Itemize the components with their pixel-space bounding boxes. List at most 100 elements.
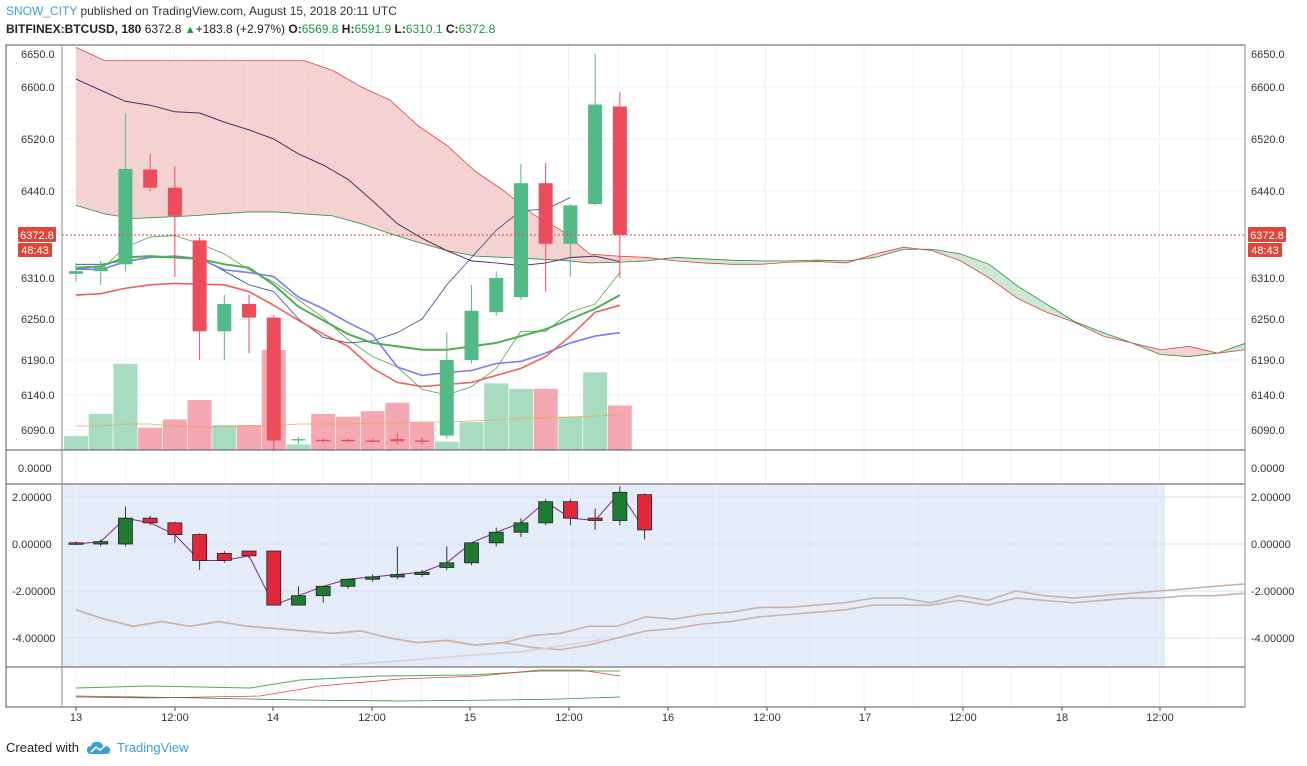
high-value: 6591.9 [354, 22, 392, 36]
bottom-pane [75, 669, 621, 702]
price-tick-label-left: 6520.0 [21, 134, 55, 146]
cloud-segment [989, 264, 1018, 299]
symbol-label[interactable]: BITFINEX:BTCUSD, 180 [6, 22, 142, 36]
candle-body [588, 104, 603, 205]
last-price: 6372.8 [144, 22, 182, 36]
candle-body [316, 439, 331, 442]
axes: 6650.0 6650.0 6600.0 6600.0 6520.0 6520.0 6440… [12, 49, 1294, 724]
volume-bar [286, 444, 311, 450]
bottom-red-line [75, 669, 621, 699]
candle-body [192, 240, 207, 332]
price-pane [62, 47, 1245, 450]
oscillator-candle [488, 531, 504, 544]
bottom-green-line [75, 670, 620, 689]
footer: Created with TradingView [6, 740, 189, 755]
tradingview-brand-link[interactable]: TradingView [116, 740, 189, 755]
oscillator-candle [241, 550, 257, 557]
candle-body [489, 278, 504, 313]
x-tick-label: 14 [267, 712, 279, 724]
candle-body [464, 310, 479, 360]
candle-body [143, 169, 158, 188]
volume-bar [410, 422, 435, 450]
author-name[interactable]: SNOW_CITY [6, 4, 78, 18]
price-tick-label-left: 6310.0 [21, 273, 55, 285]
oscillator-tick-label-left: -2.00000 [12, 586, 55, 598]
countdown-tag-left [18, 243, 52, 257]
volume-bar [311, 413, 336, 450]
candle-body [167, 187, 182, 216]
volume-bar [88, 413, 113, 450]
oscillator-tick-label-left: 2.00000 [12, 492, 52, 504]
oscillator-candle [439, 562, 455, 568]
price-tick-label-left: 6650.0 [21, 49, 55, 61]
open-label: O: [288, 22, 302, 36]
open-value: 6569.8 [301, 22, 339, 36]
x-tick-label: 15 [464, 712, 476, 724]
cloud-segment [1017, 286, 1047, 313]
x-tick-label: 12:00 [161, 712, 189, 724]
volume-bar [508, 388, 533, 450]
countdown-tag-right [1248, 243, 1282, 257]
oscillator-tick-label-right: -2.00000 [1251, 586, 1294, 598]
oscillator-candle [365, 576, 381, 580]
close-value: 6372.8 [458, 22, 496, 36]
bottom-green-line-2 [75, 695, 621, 702]
cloud-segment [275, 60, 305, 214]
oscillator-tick-label-right: 2.00000 [1251, 492, 1291, 504]
oscillator-candle [68, 542, 84, 545]
cloud-segment [161, 60, 191, 218]
cloud-segment [218, 60, 248, 214]
senkou-span-b-line [75, 47, 1245, 354]
candle-body [93, 267, 108, 272]
oscillator-tick-label-right: -4.00000 [1251, 633, 1294, 645]
cloud-segment [133, 60, 162, 219]
cloud-segment [475, 171, 505, 258]
volume-bar [558, 416, 583, 450]
price-change: +183.8 (+2.97%) [195, 22, 286, 36]
price-chart[interactable]: 6650.0 6650.0 6600.0 6600.0 6520.0 6520.0 6440… [0, 40, 1307, 730]
x-tick-label: 12:00 [753, 712, 781, 724]
oscillator-candle [389, 574, 405, 578]
cloud-segment [446, 145, 476, 257]
oscillator-candle [266, 550, 282, 606]
last-price-tag-left [18, 227, 56, 242]
price-tick-label-left: 6190.0 [21, 355, 55, 367]
x-tick-label: 16 [662, 712, 674, 724]
oscillator-candle [340, 578, 356, 587]
cloud-segment [732, 260, 761, 265]
candle-body [439, 360, 454, 436]
oscillator-candle [637, 494, 652, 531]
separator-tick-label-right: 0.0000 [1251, 463, 1285, 475]
volume-bar [162, 419, 187, 450]
cloud-segment [76, 47, 105, 214]
price-tick-label-left: 6250.0 [21, 314, 55, 326]
volume-bar [607, 405, 632, 450]
price-tick-label-left: 6440.0 [21, 186, 55, 198]
x-tick-label: 12:00 [358, 712, 386, 724]
volume-bar [583, 372, 608, 450]
oscillator-candle [192, 534, 208, 561]
candle-body [291, 439, 306, 441]
price-tick-label-right: 6650.0 [1251, 49, 1285, 61]
chart-publish-info: SNOW_CITY published on TradingView.com, … [6, 4, 397, 18]
oscillator-candle [291, 595, 306, 606]
pane-frames [5, 44, 1246, 708]
volume-bar [237, 425, 262, 450]
countdown-tag-text-left: 48:43 [21, 245, 49, 257]
senkou-span-a-line [75, 205, 1245, 357]
volume-bar [212, 425, 237, 450]
volume-bar [434, 441, 459, 450]
price-tags: 6372.8 48:43 6372.8 48:43 [18, 227, 1286, 257]
oscillator-tick-label-left: -4.00000 [12, 633, 55, 645]
countdown-tag-text-right: 48:43 [1251, 245, 1279, 257]
oscillator-band-extra [339, 639, 601, 666]
candle-body [538, 183, 553, 244]
candle-body [563, 205, 578, 244]
oscillator-pane [68, 486, 1245, 666]
ma-red-line [75, 282, 621, 388]
price-tick-label-left: 6140.0 [21, 390, 55, 402]
cloud-segment [1188, 346, 1218, 357]
cloud-segment [875, 247, 904, 258]
oscillator-candle [167, 522, 183, 536]
oscillator-candle [612, 491, 628, 521]
